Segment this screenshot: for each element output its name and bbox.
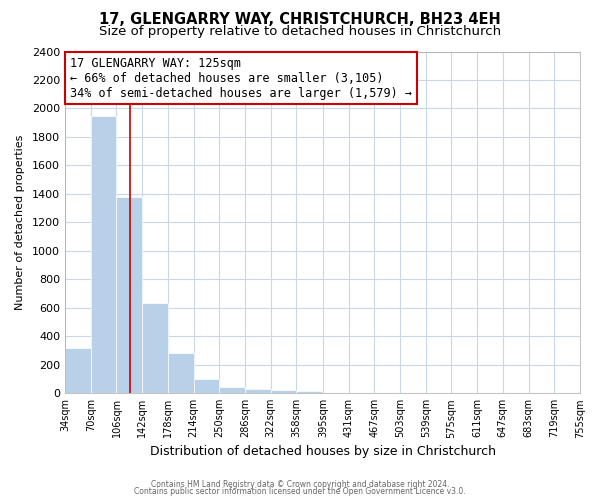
Text: 17, GLENGARRY WAY, CHRISTCHURCH, BH23 4EH: 17, GLENGARRY WAY, CHRISTCHURCH, BH23 4E… bbox=[99, 12, 501, 28]
Y-axis label: Number of detached properties: Number of detached properties bbox=[15, 134, 25, 310]
X-axis label: Distribution of detached houses by size in Christchurch: Distribution of detached houses by size … bbox=[149, 444, 496, 458]
Bar bbox=[142, 304, 168, 393]
Bar bbox=[91, 116, 116, 393]
Bar bbox=[194, 379, 220, 393]
Bar bbox=[296, 391, 322, 393]
Bar bbox=[271, 390, 296, 393]
Bar bbox=[65, 348, 91, 393]
Text: 17 GLENGARRY WAY: 125sqm
← 66% of detached houses are smaller (3,105)
34% of sem: 17 GLENGARRY WAY: 125sqm ← 66% of detach… bbox=[70, 56, 412, 100]
Bar bbox=[220, 387, 245, 393]
Bar bbox=[245, 389, 271, 393]
Text: Size of property relative to detached houses in Christchurch: Size of property relative to detached ho… bbox=[99, 25, 501, 38]
Bar bbox=[168, 354, 194, 393]
Text: Contains HM Land Registry data © Crown copyright and database right 2024.: Contains HM Land Registry data © Crown c… bbox=[151, 480, 449, 489]
Text: Contains public sector information licensed under the Open Government Licence v3: Contains public sector information licen… bbox=[134, 487, 466, 496]
Bar bbox=[116, 196, 142, 393]
